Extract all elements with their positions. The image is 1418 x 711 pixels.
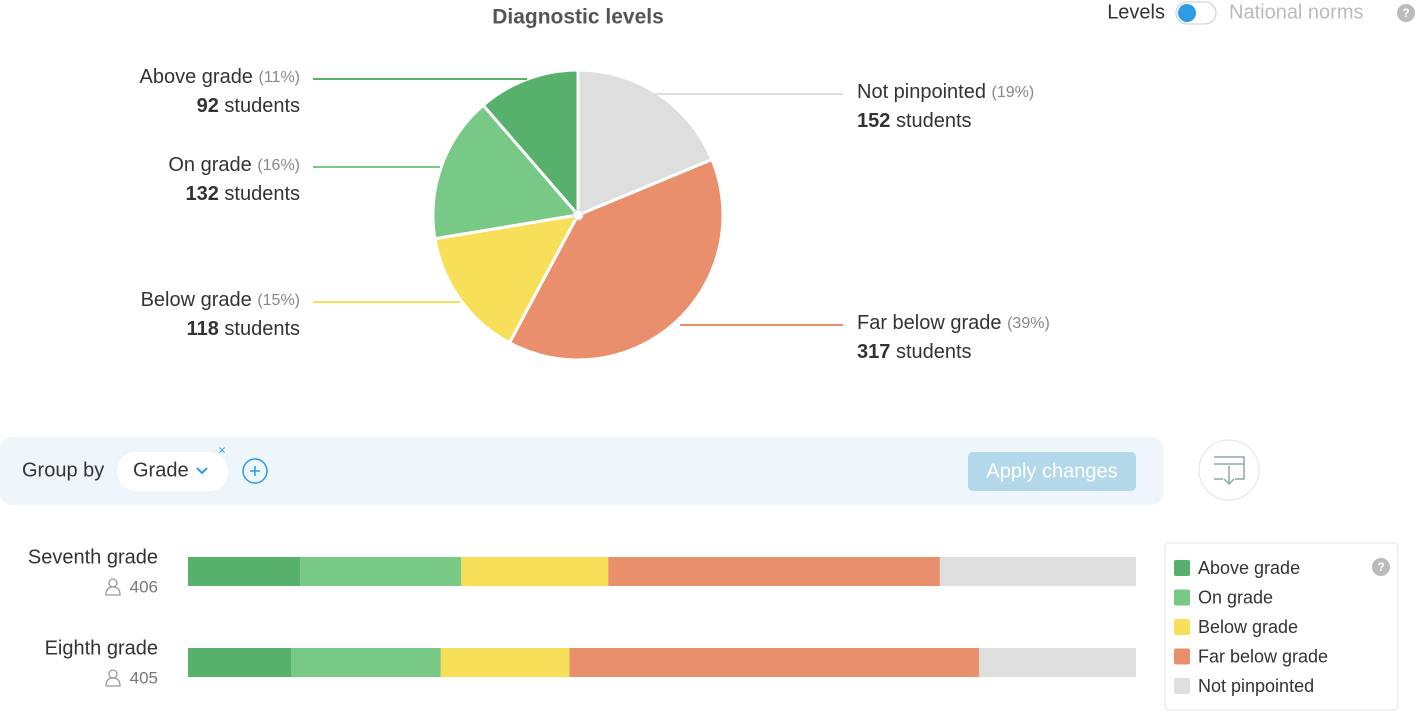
help-glyph: ? <box>1377 560 1384 574</box>
row-name: Eighth grade <box>45 637 158 659</box>
slice-label: On grade (16%) <box>168 154 300 176</box>
chevron <box>196 467 208 475</box>
legend-swatch <box>1174 560 1190 576</box>
bar-segment <box>188 648 291 677</box>
legend-label: Below grade <box>1198 617 1298 637</box>
toggle-knob <box>1178 4 1196 22</box>
unit: students <box>896 341 972 363</box>
toggle-left-label: Levels <box>1107 1 1165 23</box>
unit: students <box>896 110 972 132</box>
student-count: 317 <box>857 341 890 363</box>
group-pill[interactable] <box>117 452 228 491</box>
slice-name: Far below grade <box>857 312 1002 334</box>
slice-count: 118 students <box>187 318 300 340</box>
row-name: Seventh grade <box>28 546 158 568</box>
toggle-right-label: National norms <box>1229 1 1364 23</box>
remove-icon[interactable]: × <box>218 442 226 457</box>
slice-count: 92 students <box>197 95 300 117</box>
add-button[interactable] <box>242 458 268 484</box>
slice-name: Below grade <box>141 289 252 311</box>
slice-percent: (15%) <box>257 292 300 309</box>
bar-segment <box>188 557 301 586</box>
legend-help[interactable] <box>1372 558 1390 576</box>
title: Diagnostic levels <box>492 6 664 29</box>
person-icon <box>108 578 118 588</box>
slice-count: 152 students <box>857 110 972 132</box>
pie-center <box>572 209 584 221</box>
legend <box>1164 542 1399 711</box>
legend-swatch <box>1174 648 1190 665</box>
apply-button[interactable] <box>968 452 1136 491</box>
pie-slice <box>431 103 581 241</box>
bar-segment <box>979 648 1136 677</box>
slice-label: Not pinpointed (19%) <box>857 81 1034 103</box>
bar-segment <box>300 557 462 586</box>
student-count: 118 <box>187 318 219 340</box>
pie-slice <box>481 68 580 220</box>
slice-label: Above grade (11%) <box>140 66 300 88</box>
slice-percent: (16%) <box>257 157 300 174</box>
row-count: 406 <box>130 577 158 596</box>
slice-name: On grade <box>168 154 251 176</box>
slice-count: 317 students <box>857 341 972 363</box>
help-glyph: ? <box>1402 6 1409 20</box>
slice-percent: (19%) <box>992 84 1035 101</box>
bar-segment <box>290 648 441 677</box>
legend-swatch <box>1174 619 1190 635</box>
person-icon <box>105 677 121 687</box>
legend-swatch <box>1174 678 1190 694</box>
bar-segment <box>608 557 940 586</box>
legend-label: Far below grade <box>1198 646 1328 666</box>
legend-label: On grade <box>1198 587 1273 607</box>
legend-label: Not pinpointed <box>1198 676 1314 696</box>
student-count: 132 <box>185 183 218 205</box>
slice-name: Above grade <box>140 66 253 88</box>
bar-segment <box>569 648 980 677</box>
pie-slice <box>433 213 581 345</box>
apply-label: Apply changes <box>986 460 1117 482</box>
group-by-label: Group by <box>22 459 104 481</box>
student-count: 152 <box>857 110 890 132</box>
person-icon <box>108 669 118 679</box>
slice-label: Far below grade (39%) <box>857 312 1050 334</box>
legend-label: Above grade <box>1198 558 1300 578</box>
slice-name: Not pinpointed <box>857 81 986 103</box>
bar-segment <box>461 557 609 586</box>
person-icon <box>105 586 121 596</box>
group-value: Grade <box>133 459 189 481</box>
row-count: 405 <box>130 668 158 687</box>
legend-swatch <box>1174 589 1190 606</box>
bar-segment <box>440 648 570 677</box>
download-icon <box>1214 456 1245 486</box>
add-glyph <box>250 466 260 476</box>
slice-count: 132 students <box>185 183 300 205</box>
slice-label: Below grade (15%) <box>141 289 300 311</box>
slice-percent: (39%) <box>1007 315 1050 332</box>
help-icon[interactable] <box>1397 4 1415 22</box>
slice-percent: (11%) <box>259 69 301 86</box>
unit: students <box>224 318 300 340</box>
unit: students <box>224 183 300 205</box>
toolbar <box>0 437 1163 505</box>
student-count: 92 <box>197 95 219 117</box>
pie-slice <box>507 157 725 362</box>
unit: students <box>224 95 300 117</box>
bar-segment <box>939 557 1136 586</box>
